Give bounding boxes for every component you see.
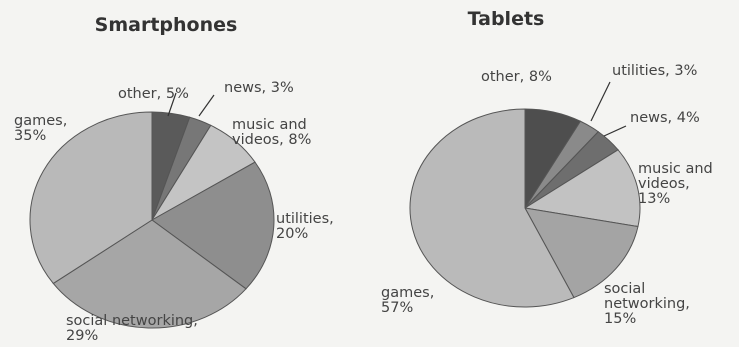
tablets-slice-games xyxy=(409,108,575,308)
tablets-slice-social xyxy=(524,207,639,299)
smartphones-label-social-networking: social networking, 29% xyxy=(66,313,198,344)
tablets-label-line: other, 8% xyxy=(481,69,552,85)
tablets-label-line: networking, xyxy=(604,296,690,312)
smartphones-title: Smartphones xyxy=(95,14,238,36)
tablets-label-line: music and xyxy=(638,161,713,177)
tablets-pie: Tablets other, 8% utilities, 3% news, 4% mus… xyxy=(381,8,713,327)
tablets-label-line: games, xyxy=(381,285,434,301)
tablets-label-music-and: music and videos, 13% xyxy=(638,161,713,207)
tablets-slice-music-and xyxy=(523,149,641,228)
smartphones-label-line: 35% xyxy=(14,128,46,144)
smartphones-label-news: news, 3% xyxy=(224,80,294,96)
tablets-label-line: 15% xyxy=(604,311,636,327)
tablets-leader-news xyxy=(603,125,627,137)
tablets-label-line: utilities, 3% xyxy=(612,63,697,79)
smartphones-label-line: 29% xyxy=(66,328,98,344)
smartphones-pie: Smartphones other, 5% news, 3% music and vid… xyxy=(14,14,334,344)
tablets-label-line: videos, xyxy=(638,176,690,192)
smartphones-label-line: music and xyxy=(232,117,307,133)
tablets-label-news: news, 4% xyxy=(630,110,700,126)
smartphones-label-line: games, xyxy=(14,113,67,129)
tablets-leader-utilities xyxy=(590,81,611,122)
smartphones-label-line: other, 5% xyxy=(118,86,189,102)
smartphones-label-line: utilities, xyxy=(276,211,334,227)
smartphones-label-line: news, 3% xyxy=(224,80,294,96)
smartphones-leader-news xyxy=(198,94,215,117)
smartphones-slice-games xyxy=(29,111,153,285)
smartphones-slice-utilities xyxy=(151,161,275,290)
tablets-label-utilities: utilities, 3% xyxy=(612,63,697,79)
smartphones-label-utilities: utilities, 20% xyxy=(276,211,334,242)
smartphones-label-games: games, 35% xyxy=(14,113,67,144)
tablets-title: Tablets xyxy=(468,8,545,30)
tablets-label-line: 57% xyxy=(381,300,413,316)
smartphones-label-music-and: music and videos, 8% xyxy=(232,117,311,148)
smartphones-leader-other xyxy=(167,92,177,117)
tablets-label-line: news, 4% xyxy=(630,110,700,126)
tablets-label-line: 13% xyxy=(638,191,670,207)
tablets-label-games: games, 57% xyxy=(381,285,434,316)
smartphones-slice-social-networking xyxy=(52,219,247,329)
smartphones-label-other: other, 5% xyxy=(118,86,189,102)
smartphones-label-line: videos, 8% xyxy=(232,132,311,148)
tablets-label-other: other, 8% xyxy=(481,69,552,85)
tablets-label-line: social xyxy=(604,281,645,297)
smartphones-label-line: social networking, xyxy=(66,313,198,329)
tablets-label-social: social networking, 15% xyxy=(604,281,690,327)
smartphones-label-line: 20% xyxy=(276,226,308,242)
